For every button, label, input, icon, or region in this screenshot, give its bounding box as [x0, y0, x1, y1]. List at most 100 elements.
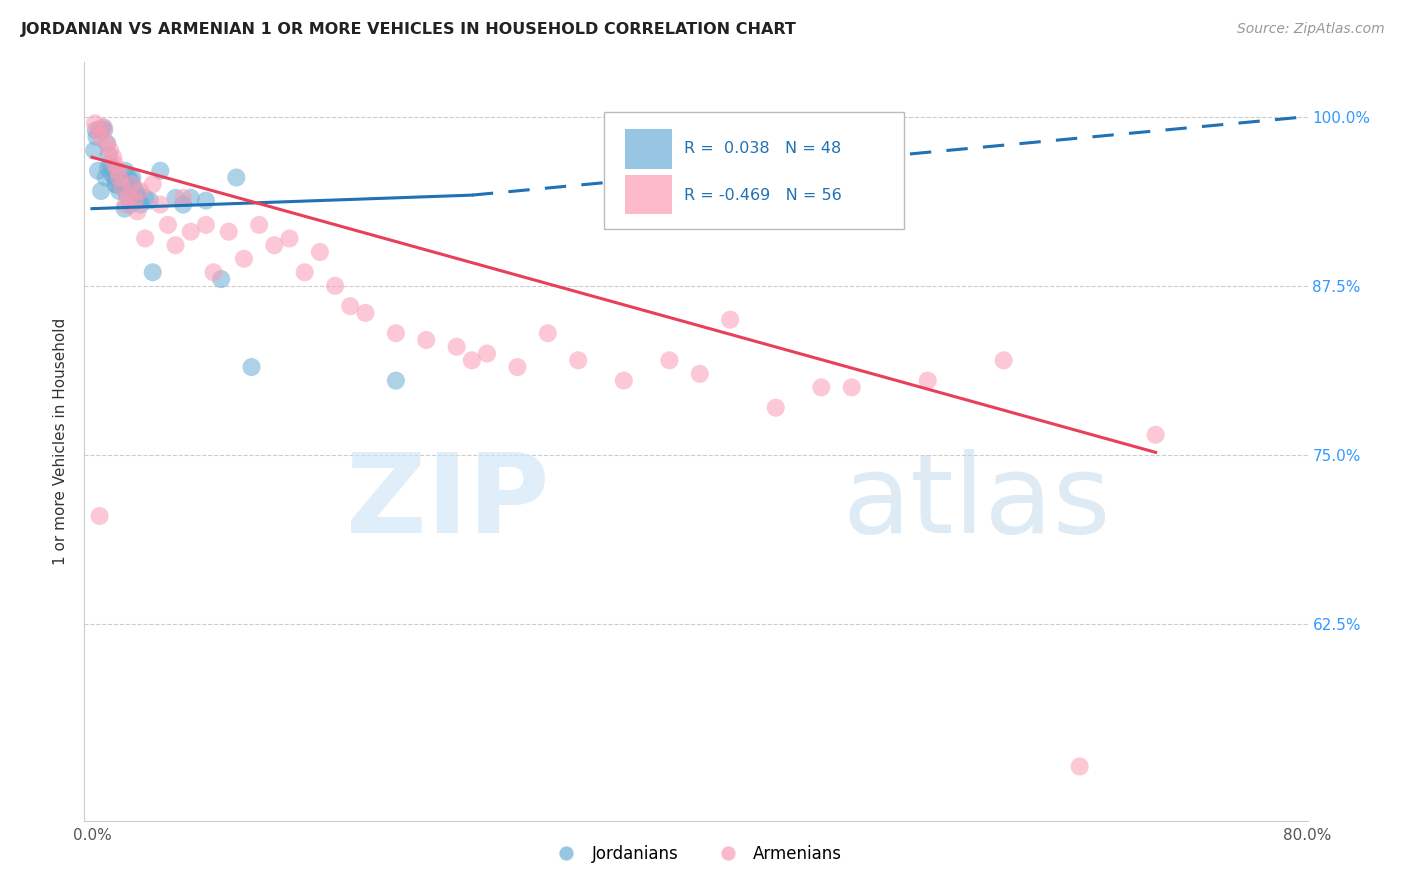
Point	[323, 278, 346, 293]
Bar	[626, 175, 672, 214]
Point	[86, 129, 108, 144]
Point	[218, 225, 240, 239]
Point	[129, 184, 152, 198]
Point	[107, 166, 129, 180]
Point	[93, 120, 115, 135]
Point	[121, 170, 143, 185]
Point	[263, 238, 285, 252]
Point	[93, 123, 115, 137]
Text: JORDANIAN VS ARMENIAN 1 OR MORE VEHICLES IN HOUSEHOLD CORRELATION CHART: JORDANIAN VS ARMENIAN 1 OR MORE VEHICLES…	[21, 22, 797, 37]
Point	[98, 157, 121, 171]
Text: Source: ZipAtlas.com: Source: ZipAtlas.com	[1237, 22, 1385, 37]
Point	[537, 326, 560, 341]
Point	[104, 178, 127, 192]
Point	[117, 191, 139, 205]
Text: atlas: atlas	[842, 449, 1111, 556]
Point	[810, 380, 832, 394]
Point	[165, 238, 187, 252]
Point	[103, 150, 125, 164]
Point	[165, 191, 187, 205]
Point	[156, 218, 179, 232]
Point	[114, 197, 136, 211]
Bar	[626, 129, 672, 169]
Point	[83, 144, 105, 158]
Point	[142, 178, 165, 192]
Point	[134, 231, 156, 245]
Point	[122, 180, 145, 194]
Point	[103, 161, 125, 175]
Point	[718, 312, 741, 326]
Point	[96, 136, 118, 151]
Point	[84, 116, 107, 130]
Point	[125, 184, 148, 198]
Point	[108, 184, 131, 198]
Point	[149, 197, 172, 211]
Point	[129, 197, 152, 211]
Text: ZIP: ZIP	[346, 449, 550, 556]
Point	[127, 204, 149, 219]
Point	[194, 218, 217, 232]
Point	[278, 231, 301, 245]
Point	[1069, 759, 1091, 773]
Point	[89, 123, 111, 137]
Point	[461, 353, 484, 368]
Point	[118, 197, 141, 211]
Point	[121, 178, 143, 192]
Point	[149, 163, 172, 178]
Point	[96, 136, 118, 151]
Point	[124, 194, 146, 208]
Point	[339, 299, 361, 313]
Point	[110, 175, 132, 189]
Point	[232, 252, 254, 266]
Point	[105, 178, 128, 192]
Point	[90, 129, 112, 144]
Point	[107, 163, 129, 178]
Point	[446, 340, 468, 354]
Point	[1144, 427, 1167, 442]
Point	[354, 306, 377, 320]
Point	[112, 178, 135, 192]
Point	[97, 147, 120, 161]
Point	[108, 170, 131, 185]
Point	[104, 157, 127, 171]
Point	[309, 244, 332, 259]
Point	[111, 180, 134, 194]
Point	[87, 163, 110, 178]
Text: R =  0.038   N = 48: R = 0.038 N = 48	[683, 141, 841, 155]
Point	[97, 161, 120, 175]
Point	[124, 194, 146, 208]
Point	[84, 123, 107, 137]
Point	[138, 194, 160, 208]
Point	[121, 175, 143, 189]
Point	[87, 123, 110, 137]
Point	[202, 265, 225, 279]
Point	[567, 353, 589, 368]
FancyBboxPatch shape	[605, 112, 904, 229]
Point	[114, 202, 136, 216]
Point	[993, 353, 1015, 368]
Point	[134, 191, 156, 205]
Point	[841, 380, 863, 394]
Legend: Jordanians, Armenians: Jordanians, Armenians	[543, 838, 849, 869]
Y-axis label: 1 or more Vehicles in Household: 1 or more Vehicles in Household	[53, 318, 69, 566]
Point	[917, 374, 939, 388]
Point	[172, 197, 194, 211]
Point	[89, 508, 111, 523]
Point	[475, 346, 498, 360]
Point	[194, 194, 217, 208]
Point	[180, 225, 202, 239]
Point	[385, 326, 408, 341]
Point	[142, 265, 165, 279]
Point	[111, 180, 134, 194]
Point	[209, 272, 232, 286]
Point	[127, 188, 149, 202]
Point	[765, 401, 787, 415]
Point	[128, 194, 150, 208]
Point	[100, 166, 122, 180]
Point	[114, 163, 136, 178]
Point	[506, 360, 529, 375]
Point	[115, 188, 138, 202]
Point	[180, 191, 202, 205]
Point	[91, 120, 114, 135]
Point	[90, 184, 112, 198]
